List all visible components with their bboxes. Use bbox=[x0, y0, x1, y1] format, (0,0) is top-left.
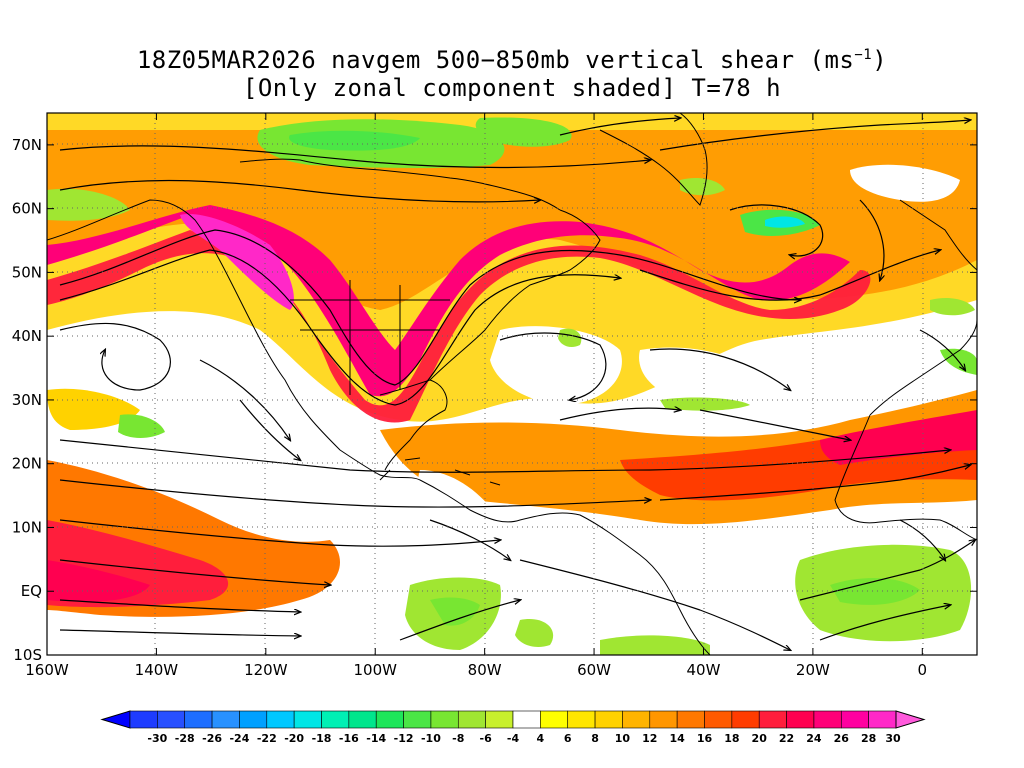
colorbar-swatch bbox=[157, 710, 186, 729]
colorbar-label: 16 bbox=[697, 732, 713, 745]
lat-tick-label: 50N bbox=[12, 263, 42, 281]
colorbar-label: 28 bbox=[861, 732, 876, 745]
colorbar-label: 30 bbox=[885, 732, 901, 745]
colorbar-swatch bbox=[758, 710, 787, 729]
colorbar-swatch bbox=[485, 710, 514, 729]
colorbar-swatch bbox=[731, 710, 760, 729]
lat-tick-label: 60N bbox=[12, 200, 42, 218]
colorbar-label: 12 bbox=[642, 732, 657, 745]
lon-tick-label: 100W bbox=[354, 661, 398, 679]
colorbar-swatch bbox=[211, 710, 240, 729]
colorbar-label: -8 bbox=[452, 732, 464, 745]
colorbar-swatch bbox=[704, 710, 733, 729]
colorbar-swatch bbox=[567, 710, 596, 729]
colorbar-swatch bbox=[348, 710, 377, 729]
lat-tick-label: 40N bbox=[12, 327, 42, 345]
colorbar-label: 10 bbox=[615, 732, 631, 745]
colorbar-label: -20 bbox=[284, 732, 304, 745]
colorbar-label: -18 bbox=[312, 732, 332, 745]
colorbar-swatch bbox=[512, 710, 541, 729]
colorbar-swatch bbox=[786, 710, 815, 729]
colorbar-label: -26 bbox=[202, 732, 222, 745]
colorbar-label: -28 bbox=[175, 732, 195, 745]
colorbar-label: -30 bbox=[147, 732, 167, 745]
colorbar-label: -12 bbox=[394, 732, 414, 745]
colorbar-label: -4 bbox=[507, 732, 520, 745]
colorbar-label: -14 bbox=[366, 732, 386, 745]
lat-tick-label: EQ bbox=[21, 582, 42, 600]
colorbar-swatch bbox=[622, 710, 651, 729]
colorbar-swatch bbox=[649, 710, 678, 729]
colorbar-arrow-left bbox=[100, 710, 131, 729]
colorbar-swatch bbox=[676, 710, 705, 729]
colorbar-label: 18 bbox=[724, 732, 739, 745]
coastlines bbox=[47, 113, 977, 655]
lon-tick-label: 20W bbox=[796, 661, 830, 679]
title-prefix: 18Z05MAR2026 navgem 500−850mb vertical s… bbox=[136, 46, 855, 74]
chart-title-line2: [Only zonal component shaded] T=78 h bbox=[242, 74, 782, 102]
map-axes: 160W 140W 120W 100W 80W 60W 40W 20W 0 70N 60N 50N 40… bbox=[12, 113, 977, 679]
title-sup: −1 bbox=[854, 47, 873, 63]
lat-tick-label: 10N bbox=[12, 518, 42, 536]
title-suffix: ) bbox=[872, 46, 888, 74]
colorbar-arrow-right bbox=[895, 710, 926, 729]
colorbar-label: -16 bbox=[339, 732, 359, 745]
colorbar-swatch bbox=[266, 710, 295, 729]
colorbar-label: 6 bbox=[564, 732, 572, 745]
colorbar-swatch bbox=[375, 710, 404, 729]
colorbar-label: 8 bbox=[591, 732, 599, 745]
colorbar-label: -22 bbox=[257, 732, 277, 745]
graticule bbox=[47, 113, 977, 655]
lon-tick-label: 160W bbox=[25, 661, 69, 679]
colorbar-label: 26 bbox=[834, 732, 850, 745]
lat-tick-label: 70N bbox=[12, 136, 42, 154]
colorbar: -30 -28 -26 -24 -22 -20 -18 -16 -14 -12 -10 -8 -6 -4 4… bbox=[100, 710, 926, 745]
colorbar-swatch bbox=[840, 710, 869, 729]
map-shading bbox=[47, 113, 977, 655]
colorbar-swatch bbox=[184, 710, 213, 729]
shear-streamlines bbox=[59, 118, 975, 650]
colorbar-swatch bbox=[868, 710, 897, 729]
colorbar-swatch bbox=[540, 710, 569, 729]
lat-tick-label: 30N bbox=[12, 391, 42, 409]
lon-tick-label: 140W bbox=[135, 661, 179, 679]
colorbar-label: 20 bbox=[752, 732, 768, 745]
colorbar-label: 24 bbox=[806, 732, 822, 745]
colorbar-label: 4 bbox=[537, 732, 545, 745]
colorbar-swatch bbox=[457, 710, 486, 729]
colorbar-swatch bbox=[813, 710, 842, 729]
lat-tick-label: 20N bbox=[12, 455, 42, 473]
colorbar-swatch bbox=[403, 710, 432, 729]
colorbar-swatch bbox=[239, 710, 268, 729]
chart-title-line1: 18Z05MAR2026 navgem 500−850mb vertical s… bbox=[0, 46, 1024, 74]
lon-tick-label: 80W bbox=[468, 661, 502, 679]
colorbar-label: -6 bbox=[480, 732, 493, 745]
colorbar-label: 14 bbox=[669, 732, 685, 745]
map-frame bbox=[46, 112, 978, 656]
lon-tick-label: 60W bbox=[577, 661, 611, 679]
colorbar-swatch bbox=[129, 710, 158, 729]
colorbar-label: -24 bbox=[229, 732, 249, 745]
colorbar-label: -10 bbox=[421, 732, 441, 745]
colorbar-swatch bbox=[321, 710, 350, 729]
colorbar-swatch bbox=[293, 710, 322, 729]
lon-tick-label: 0 bbox=[918, 661, 928, 679]
lon-tick-label: 40W bbox=[687, 661, 721, 679]
lat-tick-label: 10S bbox=[13, 646, 42, 664]
lon-tick-label: 120W bbox=[244, 661, 288, 679]
colorbar-label: 22 bbox=[779, 732, 794, 745]
colorbar-swatch bbox=[430, 710, 459, 729]
colorbar-swatch bbox=[594, 710, 623, 729]
